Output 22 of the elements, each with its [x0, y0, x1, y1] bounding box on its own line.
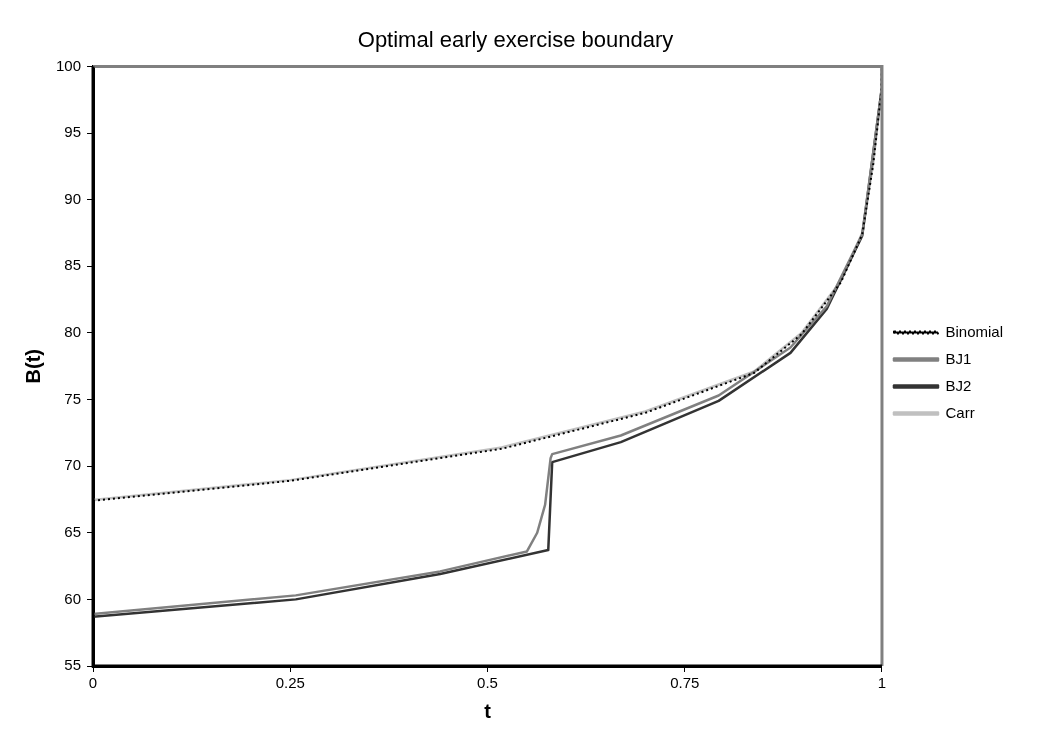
x-tick-label: 0.75 — [670, 674, 700, 692]
legend-label: Binomial — [945, 322, 1004, 340]
x-tick-label: 0.5 — [477, 674, 498, 692]
y-tick-label: 100 — [56, 56, 82, 74]
y-tick-label: 85 — [64, 256, 82, 274]
y-axis-title: B(t) — [21, 348, 44, 384]
legend-label: BJ1 — [945, 349, 972, 367]
x-axis-title: t — [484, 699, 492, 722]
y-tick-label: 90 — [64, 189, 82, 207]
y-tick-label: 80 — [64, 323, 82, 341]
x-tick-label: 0 — [88, 674, 98, 692]
y-tick-label: 75 — [64, 389, 82, 407]
y-tick-label: 60 — [64, 589, 82, 607]
y-tick-label: 65 — [64, 522, 82, 540]
y-tick-label: 70 — [64, 456, 82, 474]
legend-label: BJ2 — [945, 376, 972, 394]
chart-title: Optimal early exercise boundary — [357, 27, 674, 53]
x-tick-label: 1 — [877, 674, 887, 692]
legend-label: Carr — [945, 403, 975, 421]
y-tick-label: 95 — [64, 123, 82, 141]
y-tick-label: 55 — [64, 656, 82, 674]
x-tick-label: 0.25 — [275, 674, 305, 692]
